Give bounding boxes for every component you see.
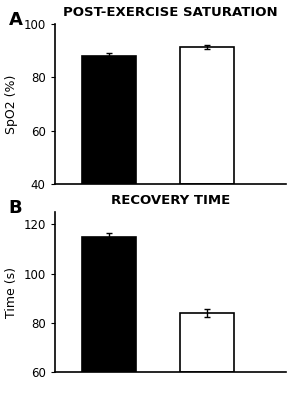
Bar [180,47,234,184]
Y-axis label: Time (s): Time (s) [5,266,18,318]
Y-axis label: SpO2 (%): SpO2 (%) [5,74,18,134]
Bar [82,56,136,184]
Title: RECOVERY TIME: RECOVERY TIME [111,194,230,207]
Text: A: A [9,11,22,29]
Text: B: B [9,199,22,217]
Bar [82,237,136,372]
Bar [180,313,234,372]
Title: POST-EXERCISE SATURATION: POST-EXERCISE SATURATION [63,6,278,19]
